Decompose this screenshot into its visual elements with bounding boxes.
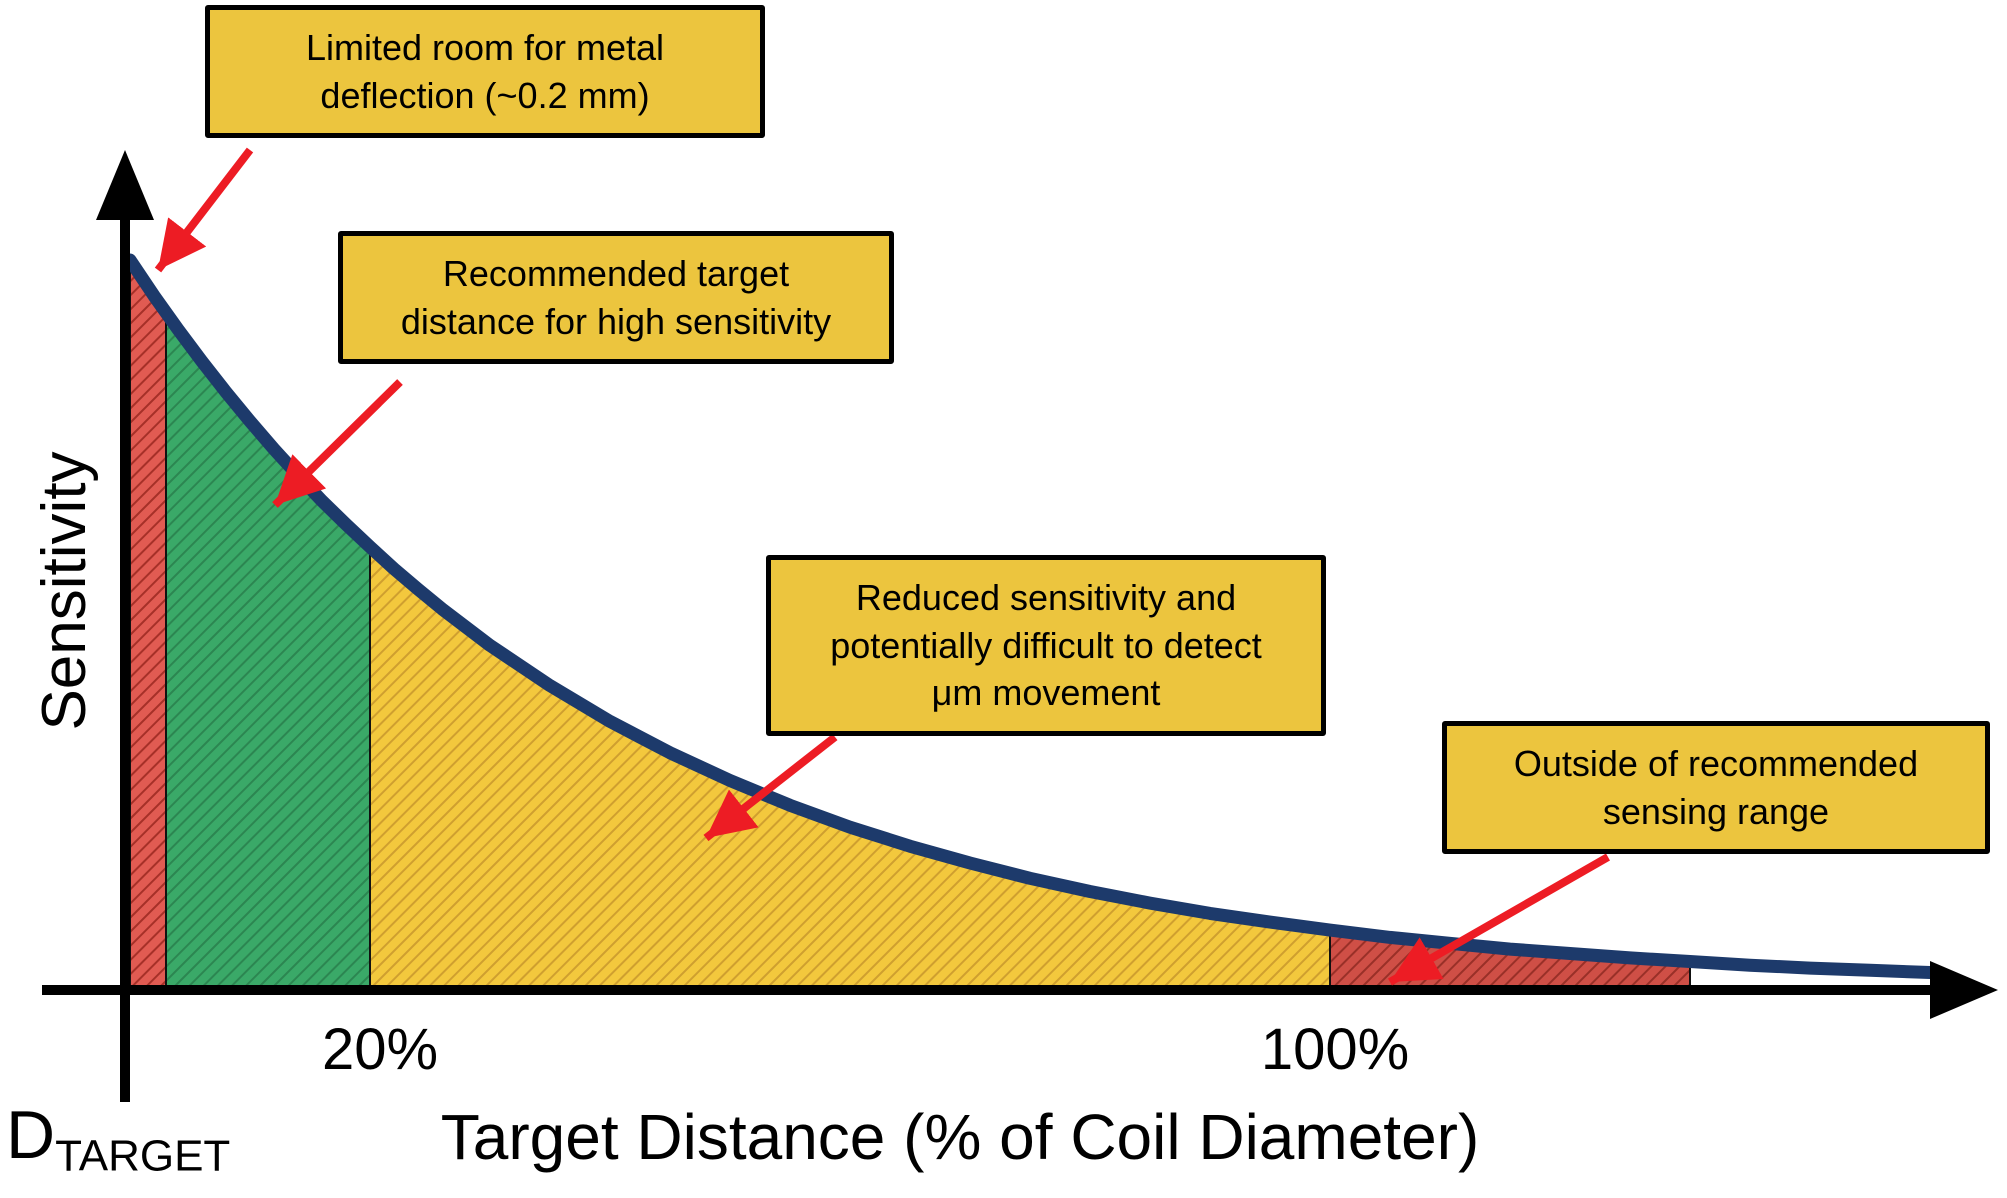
callout-recommended-distance: Recommended target distance for high sen… (338, 231, 894, 365)
origin-label-main: D (6, 1097, 56, 1173)
y-axis-arrowhead (96, 150, 154, 220)
callout-arrow-3 (703, 733, 838, 842)
region-recommended (165, 309, 371, 991)
callout-limited-deflection: Limited room for metal deflection (~0.2 … (205, 5, 765, 139)
callout-arrow-4 (1388, 853, 1610, 986)
x-tick-100: 100% (1260, 1017, 1410, 1082)
callout-reduced-sensitivity: Reduced sensitivity and potentially diff… (766, 555, 1326, 736)
origin-label-sub: TARGET (55, 1131, 231, 1181)
callout-arrow-1 (154, 147, 254, 273)
origin-label: DTARGET (6, 1096, 230, 1181)
region-limited-deflection (129, 256, 167, 991)
x-tick-20: 20% (321, 1017, 439, 1082)
x-axis-arrowhead (1930, 961, 1998, 1019)
y-axis-label: Sensitivity (30, 451, 99, 731)
x-axis-label: Target Distance (% of Coil Diameter) (440, 1101, 1480, 1173)
callout-outside-range: Outside of recommended sensing range (1442, 721, 1990, 855)
callout-arrow-2 (272, 379, 403, 508)
